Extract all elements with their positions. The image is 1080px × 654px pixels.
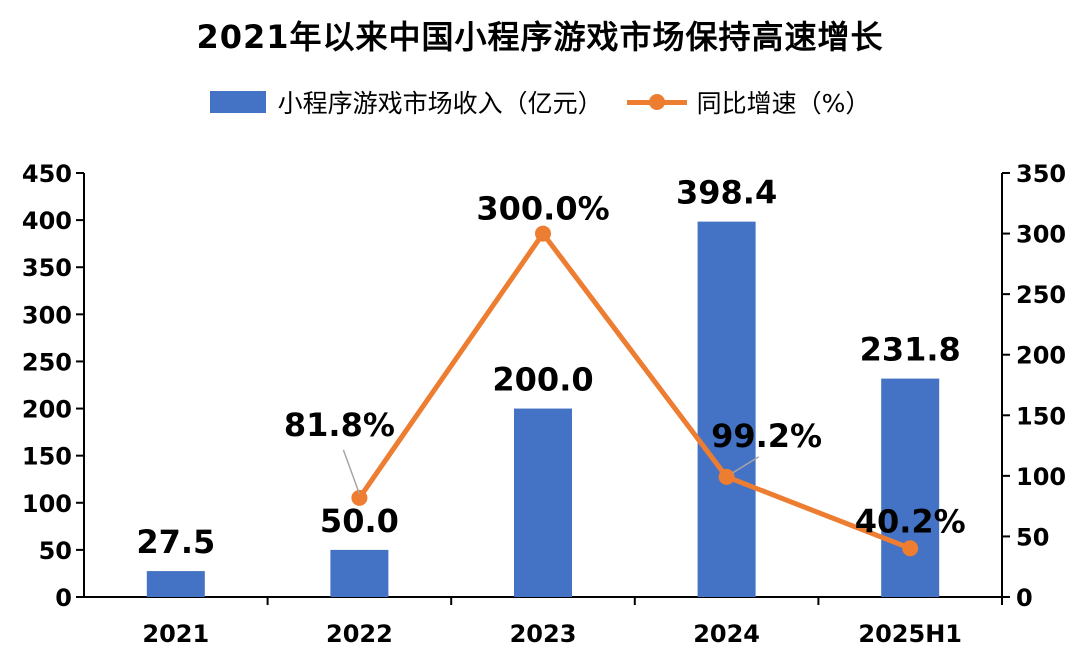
chart-title: 2021年以来中国小程序游戏市场保持高速增长 bbox=[196, 18, 884, 56]
x-tick-label: 2021 bbox=[142, 620, 209, 648]
growth-label-leader bbox=[732, 456, 759, 474]
left-tick-label: 150 bbox=[22, 443, 72, 471]
right-tick-label: 100 bbox=[1016, 463, 1066, 491]
right-tick-label: 350 bbox=[1016, 160, 1066, 188]
right-tick-label: 0 bbox=[1016, 584, 1033, 612]
legend-label-revenue: 小程序游戏市场收入（亿元） bbox=[277, 89, 603, 118]
left-tick-label: 350 bbox=[22, 254, 72, 282]
growth-line bbox=[357, 231, 912, 551]
bar-data-label: 398.4 bbox=[676, 174, 777, 212]
growth-point-2022 bbox=[351, 489, 368, 506]
growth-data-label: 99.2% bbox=[711, 417, 822, 455]
left-tick-label: 100 bbox=[22, 490, 72, 518]
growth-data-label: 81.8% bbox=[284, 406, 395, 444]
bar-revenue-2023 bbox=[514, 408, 572, 597]
x-tick-label: 2024 bbox=[693, 620, 760, 648]
growth-point-2024 bbox=[718, 468, 735, 485]
right-tick-label: 150 bbox=[1016, 402, 1066, 430]
bar-data-label: 231.8 bbox=[860, 331, 961, 369]
bar-data-label: 50.0 bbox=[320, 502, 399, 540]
growth-point-2023 bbox=[535, 225, 551, 242]
x-tick-label: 2025H1 bbox=[858, 620, 962, 648]
growth-data-label: 40.2% bbox=[855, 502, 966, 540]
right-tick-label: 200 bbox=[1016, 342, 1066, 370]
growth-data-label: 300.0% bbox=[476, 190, 609, 228]
left-tick-label: 400 bbox=[22, 207, 72, 235]
growth-point-2025H1 bbox=[902, 540, 919, 557]
left-tick-label: 200 bbox=[22, 396, 72, 424]
legend: 小程序游戏市场收入（亿元） 同比增速（%） bbox=[0, 84, 1080, 120]
legend-swatch-line bbox=[626, 91, 687, 113]
bar-data-label: 27.5 bbox=[136, 523, 215, 561]
bar-revenue-2022 bbox=[330, 549, 389, 597]
legend-swatch-bar bbox=[209, 91, 266, 113]
left-tick-label: 50 bbox=[39, 537, 72, 565]
bar-data-label: 200.0 bbox=[492, 361, 593, 399]
legend-label-growth: 同比增速（%） bbox=[696, 89, 871, 118]
left-tick-label: 250 bbox=[22, 348, 72, 376]
right-tick-label: 300 bbox=[1016, 221, 1066, 249]
bar-revenue-2021 bbox=[146, 571, 205, 597]
right-tick-label: 250 bbox=[1016, 281, 1066, 309]
legend-item-revenue: 小程序游戏市场收入（亿元） bbox=[209, 84, 603, 120]
legend-item-growth: 同比增速（%） bbox=[626, 84, 871, 120]
bar-revenue-2025H1 bbox=[881, 378, 940, 597]
x-tick-label: 2023 bbox=[510, 620, 577, 648]
left-tick-label: 450 bbox=[22, 160, 72, 188]
right-tick-label: 50 bbox=[1016, 523, 1049, 551]
left-tick-label: 300 bbox=[22, 301, 72, 329]
bar-revenue-2024 bbox=[697, 221, 756, 598]
x-tick-label: 2022 bbox=[326, 620, 393, 648]
growth-label-leader bbox=[342, 449, 361, 495]
left-tick-label: 0 bbox=[55, 584, 72, 612]
